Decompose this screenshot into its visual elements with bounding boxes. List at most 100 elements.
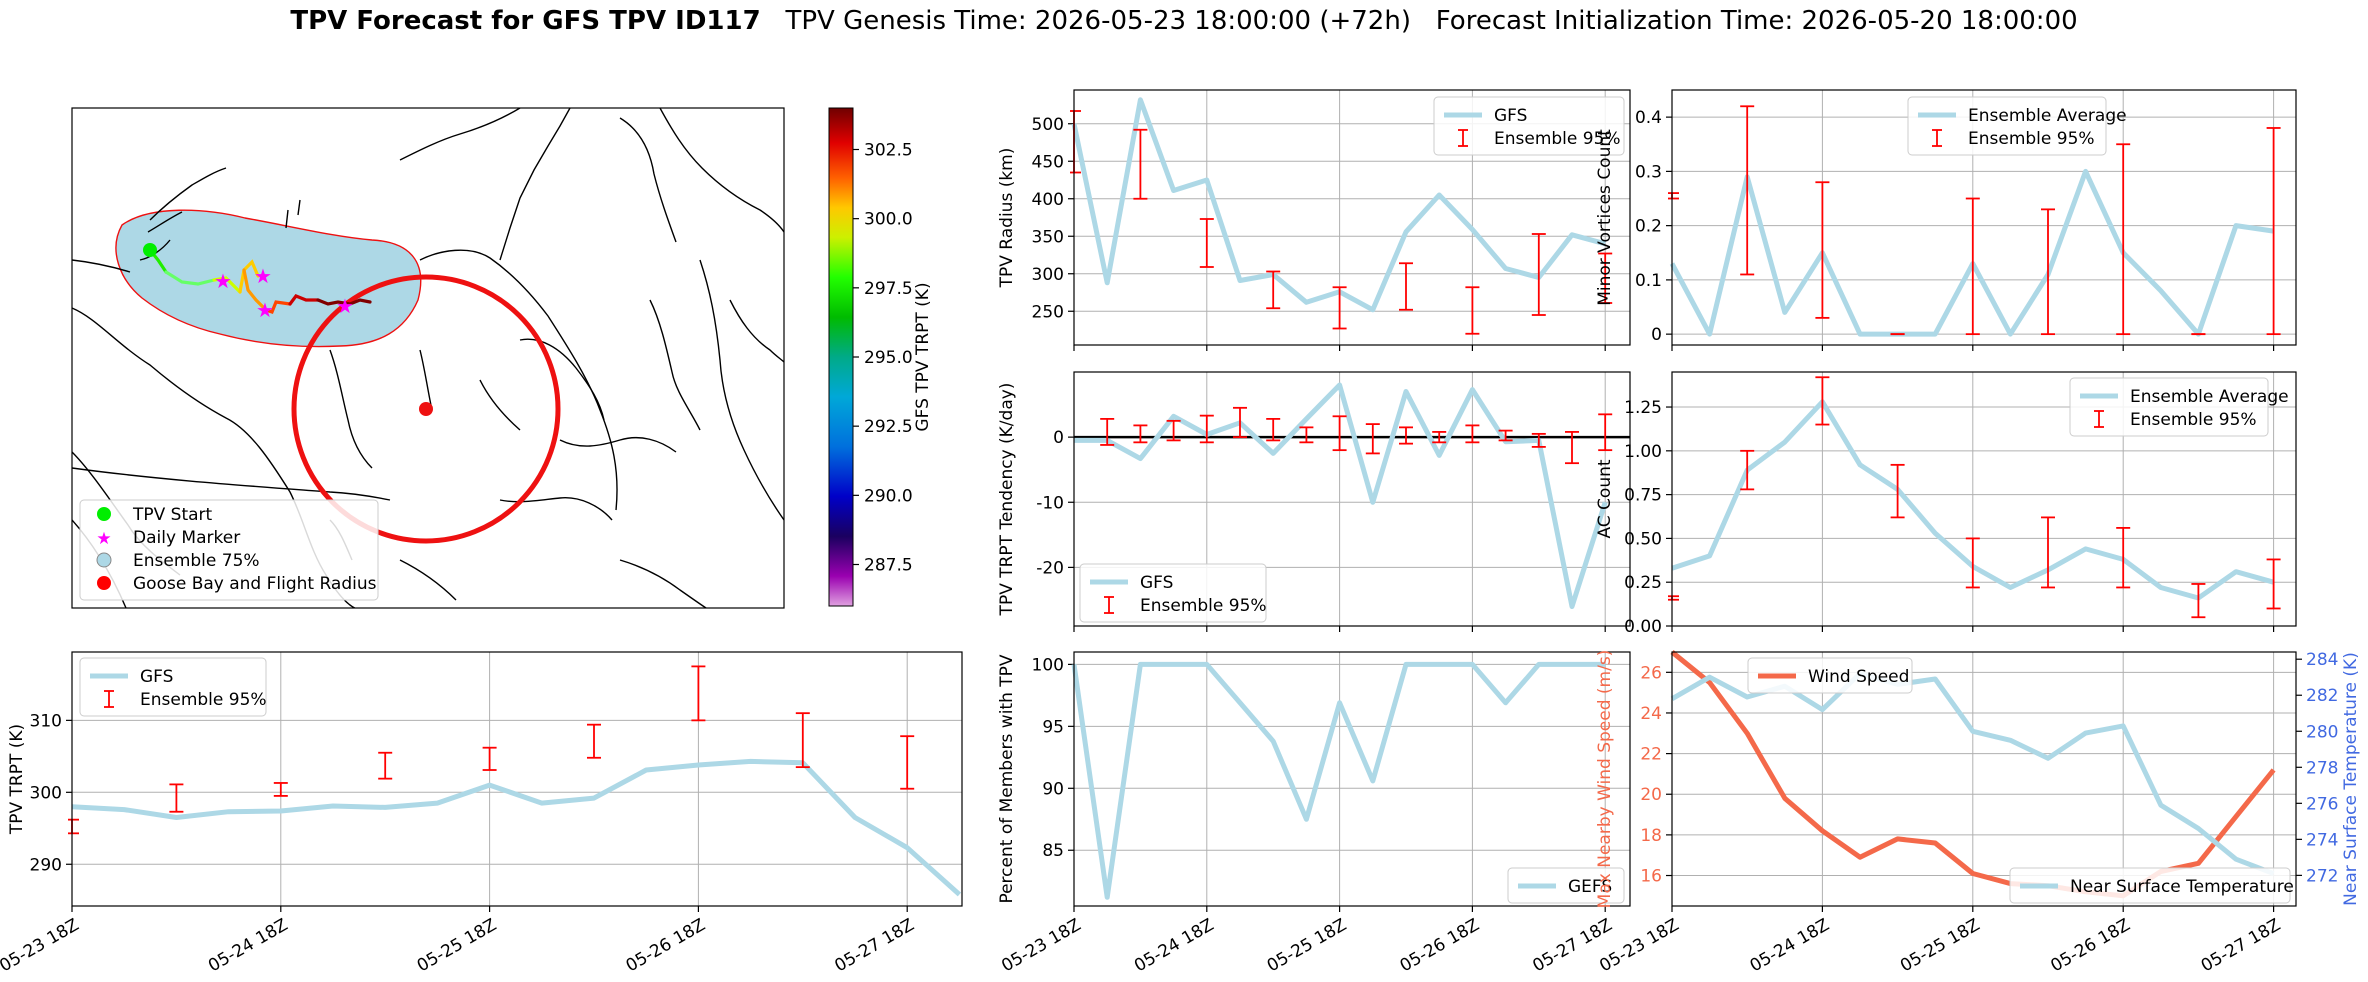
error-bar — [1531, 233, 1546, 316]
plot-frame — [71, 651, 963, 907]
error-bar — [795, 712, 810, 769]
error-bar — [1465, 286, 1480, 335]
daily-markers: ★ ★ ★ ★ — [214, 264, 354, 322]
y-tick-label: 310 — [30, 711, 62, 731]
legend-box — [1907, 96, 2107, 156]
legend-icon-daily-marker: ★ — [96, 529, 111, 549]
error-bar — [1465, 424, 1480, 444]
error-bar — [1598, 252, 1613, 304]
plot-frame — [1671, 89, 2297, 346]
svg-text:★: ★ — [254, 264, 272, 288]
error-bar — [1740, 449, 1755, 491]
figure-title: TPV Forecast for GFS TPV ID117 TPV Genes… — [0, 6, 2368, 36]
colorbar-tick-label-0: 287.5 — [864, 556, 913, 576]
y-tick-label-right: 274 — [2306, 830, 2338, 850]
error-bar — [273, 782, 288, 797]
error-bar — [169, 783, 184, 813]
error-bar — [482, 746, 497, 771]
plot-frame — [1073, 89, 1631, 346]
x-tick-label: 05-27 18Z — [2198, 915, 2284, 976]
y-tick-label: 0.75 — [1624, 486, 1662, 506]
map-panel: ★ ★ ★ ★ ★ TPV Start Daily Marker Ensembl… — [71, 107, 933, 609]
error-bar — [1531, 432, 1546, 448]
legend-box — [2009, 867, 2291, 904]
goose-bay-flight-radius — [291, 274, 561, 544]
error-bar — [1199, 414, 1214, 444]
error-bar — [1365, 423, 1380, 455]
x-tick-label: 05-23 18Z — [998, 915, 1084, 976]
legend-label: Near Surface Temperature — [2070, 877, 2294, 897]
error-bar — [1432, 431, 1447, 444]
legend-box — [1079, 563, 1267, 623]
map-frame — [71, 107, 785, 609]
y-tick-label: -10 — [1036, 493, 1064, 513]
colorbar-tick-label-2: 292.5 — [864, 417, 913, 437]
y-tick-label: 20 — [1640, 785, 1662, 805]
plot-frame — [1671, 371, 2297, 627]
legend-label-tpv-start: TPV Start — [132, 505, 213, 525]
error-bar — [1890, 463, 1905, 519]
map-legend: ★ TPV Start Daily Marker Ensemble 75% Go… — [79, 499, 379, 601]
y-tick-label: 22 — [1640, 745, 1662, 765]
error-bar — [900, 735, 915, 790]
y-tick-label-right: 280 — [2306, 722, 2338, 742]
legend-label: Ensemble 95% — [1494, 129, 1621, 149]
x-tick-label: 05-24 18Z — [205, 915, 291, 976]
x-tick-label: 05-27 18Z — [831, 915, 917, 976]
y-tick-label: 26 — [1640, 663, 1662, 683]
goose-bay-marker — [419, 402, 433, 416]
y-tick-label-right: 278 — [2306, 758, 2338, 778]
y-tick-label: 16 — [1640, 867, 1662, 887]
y-tick-label: 0.00 — [1624, 617, 1662, 637]
colorbar-tick-label-6: 302.5 — [864, 141, 913, 161]
error-bar — [1565, 431, 1579, 465]
error-bar — [1299, 426, 1314, 444]
error-bar — [1332, 415, 1347, 452]
tpv-track — [148, 248, 372, 314]
panel-tendency: -20 -10 0 TPV TRPT Tendency (K/day) GFS Ensem… — [997, 371, 1631, 632]
tpv-start-marker — [143, 243, 157, 257]
legend-label: Ensemble 95% — [2130, 410, 2257, 430]
colorbar-ticks: 287.5 290.0 292.5 295.0 297.5 300.0 302.5 — [853, 141, 913, 576]
colorbar-label: GFS TPV TRPT (K) — [913, 282, 933, 431]
error-bar — [1266, 417, 1281, 442]
y-tick-label: 350 — [1032, 227, 1064, 247]
y-tick-label: -20 — [1036, 558, 1064, 578]
legend-box — [1433, 96, 1625, 156]
y-tick-label: 0 — [1651, 325, 1662, 345]
error-bar — [1399, 262, 1413, 311]
error-bar — [1199, 218, 1214, 268]
y-tick-label: 250 — [1032, 302, 1064, 322]
legend-label: GFS — [1494, 106, 1527, 126]
error-bar — [2116, 143, 2131, 336]
panel-minor: 0 0.1 0.2 0.3 0.4 Minor Vortices Count Ensembl… — [1595, 89, 2297, 351]
panel-radius: 250 300 350 400 450 500 TPV Radius (km) GFS Ense… — [997, 89, 1631, 351]
y-tick-label: 24 — [1640, 704, 1662, 724]
series-line-0 — [1074, 382, 1608, 609]
x-tick-label: 05-26 18Z — [2047, 915, 2133, 976]
error-bar — [1815, 181, 1830, 319]
legend-errorbar-icon — [2094, 410, 2104, 428]
y-tick-label: 300 — [30, 783, 62, 803]
x-tick-label: 05-23 18Z — [0, 915, 83, 976]
error-bar — [1133, 128, 1148, 200]
panel-members: 85 90 95 100 Percent of Members with TPV 05-2… — [997, 651, 1631, 976]
ensemble-75-region — [115, 209, 422, 348]
error-bar — [1498, 429, 1513, 442]
y-tick-label-right: 272 — [2306, 866, 2338, 886]
y-tick-label: 300 — [1032, 265, 1064, 285]
error-bar — [1266, 270, 1281, 310]
colorbar: 287.5 290.0 292.5 295.0 297.5 300.0 302.5 GFS … — [828, 107, 933, 607]
y-tick-label: 85 — [1042, 841, 1064, 861]
legend-icon-goose-bay — [97, 576, 111, 590]
y-tick-label: 0.2 — [1635, 217, 1662, 237]
y-tick-label: 450 — [1032, 152, 1064, 172]
y-axis-label-right: Near Surface Temperature (K) — [2341, 652, 2361, 906]
y-tick-label: 0.50 — [1624, 529, 1662, 549]
y-tick-label: 290 — [30, 855, 62, 875]
error-bar — [378, 751, 393, 780]
legend-icon-tpv-start — [97, 507, 111, 521]
legend-box — [1507, 867, 1625, 904]
legend-errorbar-icon — [104, 690, 114, 708]
